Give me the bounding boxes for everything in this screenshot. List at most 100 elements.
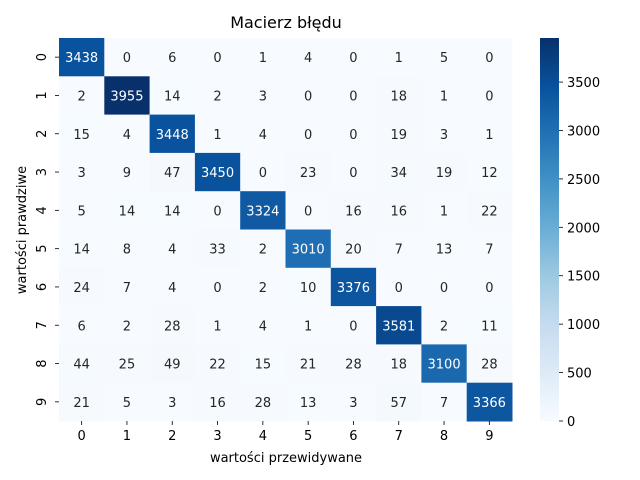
cell-value-label: 0: [349, 89, 357, 104]
heatmap-cell: [240, 267, 286, 307]
heatmap-cell: [376, 191, 422, 230]
y-tick-label: 8: [35, 359, 50, 367]
colorbar: [540, 38, 559, 421]
cell-value-label: 34: [390, 166, 407, 181]
heatmap-cell: [194, 267, 241, 307]
cell-value-label: 21: [73, 396, 90, 411]
heatmap-cell: [149, 382, 196, 422]
y-tick-label: 0: [35, 53, 50, 61]
heatmap-cell: [194, 344, 241, 384]
cell-value-label: 16: [209, 396, 226, 411]
colorbar-ticks: 0 500 1000 1500 2000 2500 3000 3500: [559, 76, 600, 430]
cell-value-label: 6: [78, 319, 86, 334]
heatmap-cell: [194, 191, 241, 230]
heatmap-cell: [149, 152, 196, 192]
heatmap-cell: [149, 229, 196, 269]
heatmap-cell: [466, 76, 513, 116]
cell-value-label: 0: [259, 166, 267, 181]
heatmap-cell: [421, 382, 468, 422]
colorbar-tick-label: 3500: [567, 76, 600, 91]
heatmap-cell: [240, 306, 286, 345]
x-tick-label: 6: [349, 429, 357, 444]
cell-value-label: 3: [440, 128, 448, 143]
heatmap-cell: [466, 38, 513, 77]
cell-value-label: 4: [168, 281, 176, 296]
heatmap-cell: [104, 382, 151, 422]
cell-value-label: 3955: [110, 89, 143, 104]
heatmap-cell: [330, 152, 377, 192]
cell-value-label: 0: [304, 128, 312, 143]
heatmap-cell: [466, 344, 513, 384]
cell-value-label: 49: [164, 358, 181, 373]
x-tick-label: 0: [78, 429, 86, 444]
x-tick-label: 4: [259, 429, 267, 444]
cell-value-label: 2: [259, 281, 267, 296]
cell-value-label: 28: [255, 396, 272, 411]
cell-value-label: 0: [349, 319, 357, 334]
heatmap-cell: [194, 229, 241, 269]
heatmap-cell: [104, 229, 151, 269]
cell-value-label: 1: [213, 319, 221, 334]
heatmap-cell: [285, 229, 332, 269]
cell-value-label: 0: [485, 51, 493, 66]
heatmap-cell: [194, 152, 241, 192]
cell-value-label: 14: [73, 243, 90, 258]
cell-value-label: 0: [349, 166, 357, 181]
heatmap-cell: [240, 114, 286, 154]
heatmap-cell: [285, 76, 332, 116]
heatmap-cell: [104, 76, 151, 116]
heatmap-cell: [466, 114, 513, 154]
cell-value-label: 2: [213, 89, 221, 104]
heatmap-cell: [149, 76, 196, 116]
heatmap-cell: [59, 152, 105, 192]
y-tick-label: 1: [35, 91, 50, 99]
cell-value-label: 0: [485, 89, 493, 104]
heatmap-cell: [240, 76, 286, 116]
heatmap-cell: [149, 191, 196, 230]
cell-value-label: 0: [213, 204, 221, 219]
cell-value-label: 2: [78, 89, 86, 104]
x-tick-label: 8: [440, 429, 448, 444]
heatmap-cell: [59, 229, 105, 269]
colorbar-tick-label: 500: [567, 367, 592, 382]
cell-value-label: 5: [123, 396, 131, 411]
heatmap-cell: [285, 152, 332, 192]
heatmap-cell: [330, 76, 377, 116]
cell-value-label: 5: [78, 204, 86, 219]
cell-value-label: 4: [123, 128, 131, 143]
heatmap-cell: [149, 38, 196, 77]
heatmap-cell: [104, 267, 151, 307]
cell-value-label: 18: [390, 89, 407, 104]
chart-title: Macierz błędu: [230, 13, 342, 32]
cell-value-label: 13: [300, 396, 317, 411]
heatmap-cell: [376, 306, 422, 345]
heatmap-cell: [330, 38, 377, 77]
cell-value-label: 33: [209, 243, 226, 258]
cell-value-label: 0: [123, 51, 131, 66]
heatmap-cell: [59, 344, 105, 384]
cell-value-label: 20: [345, 243, 362, 258]
cell-value-label: 0: [349, 128, 357, 143]
heatmap-cell: [421, 76, 468, 116]
heatmap-cell: [194, 114, 241, 154]
y-tick-label: 3: [35, 168, 50, 176]
colorbar-tick-label: 2500: [567, 173, 600, 188]
colorbar-tick-label: 0: [567, 415, 575, 430]
heatmap-cell: [285, 267, 332, 307]
heatmap-cell: [421, 267, 468, 307]
cell-value-label: 4: [259, 319, 267, 334]
heatmap-cell: [376, 229, 422, 269]
heatmap-cell: [104, 38, 151, 77]
heatmap-cell: [59, 267, 105, 307]
cell-value-label: 3: [168, 396, 176, 411]
heatmap-cell: [376, 38, 422, 77]
heatmap-cell: [59, 191, 105, 230]
heatmap-cell: [376, 76, 422, 116]
y-tick-label: 9: [35, 398, 50, 406]
heatmap-cell: [194, 382, 241, 422]
heatmap-cell: [330, 267, 377, 307]
heatmap-cell: [240, 382, 286, 422]
cell-value-label: 25: [119, 358, 136, 373]
heatmap-cell: [285, 382, 332, 422]
cell-value-label: 1: [259, 51, 267, 66]
